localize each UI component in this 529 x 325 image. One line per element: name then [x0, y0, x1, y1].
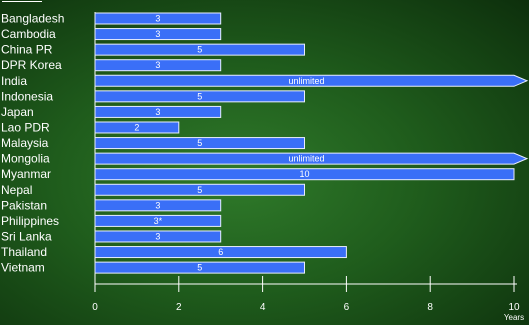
bar-myanmar — [94, 168, 515, 181]
bars: 3 3 5 3 unlimited 5 3 2 5 unlimited 10 5 3 3* 3 6 5 — [94, 12, 529, 274]
x-tick-label-4: 4 — [260, 302, 266, 313]
bar-label-thailand: 6 — [218, 247, 223, 257]
bar-label-sri-lanka: 3 — [155, 231, 160, 241]
category-label-indonesia: Indonesia — [1, 89, 53, 103]
bar-label-bangladesh: 3 — [155, 14, 160, 24]
bar-china-pr — [94, 43, 305, 56]
bar-label-pakistan: 3 — [155, 200, 160, 210]
bar-label-indonesia: 5 — [197, 91, 202, 101]
bar-dpr-korea — [94, 59, 222, 72]
category-label-myanmar: Myanmar — [1, 167, 51, 181]
category-label-dpr-korea: DPR Korea — [1, 58, 62, 72]
category-label-vietnam: Vietnam — [1, 261, 45, 275]
bar-label-vietnam: 5 — [197, 263, 202, 273]
bar-label-myanmar: 10 — [299, 169, 309, 179]
bar-mongolia — [94, 152, 529, 165]
bar-thailand — [94, 246, 347, 259]
bar-nepal — [94, 183, 305, 196]
x-tick-label-0: 0 — [92, 302, 98, 313]
x-tick-label-2: 2 — [176, 302, 182, 313]
bar-label-philippines: 3* — [154, 216, 163, 226]
bar-label-japan: 3 — [155, 107, 160, 117]
category-label-china-pr: China PR — [1, 43, 53, 57]
category-label-sri-lanka: Sri Lanka — [1, 229, 52, 243]
category-label-nepal: Nepal — [1, 183, 32, 197]
bar-label-china-pr: 5 — [197, 45, 202, 55]
category-label-bangladesh: Bangladesh — [1, 12, 64, 26]
bar-label-india: unlimited — [288, 76, 324, 86]
bar-label-cambodia: 3 — [155, 29, 160, 39]
x-axis: 0 2 4 6 8 10 — [92, 276, 520, 313]
x-axis-unit-label: Years — [504, 313, 524, 322]
bar-label-nepal: 5 — [197, 185, 202, 195]
category-label-malaysia: Malaysia — [1, 136, 49, 150]
x-tick-label-10: 10 — [508, 302, 520, 313]
bar-malaysia — [94, 137, 305, 150]
bar-pakistan — [94, 199, 222, 212]
category-label-india: India — [1, 74, 27, 88]
category-label-mongolia: Mongolia — [1, 152, 50, 166]
category-label-japan: Japan — [1, 105, 34, 119]
category-label-lao-pdr: Lao PDR — [1, 120, 50, 134]
bar-philippines — [94, 214, 222, 227]
bar-vietnam — [94, 261, 305, 274]
x-tick-label-6: 6 — [344, 302, 350, 313]
bar-label-mongolia: unlimited — [288, 154, 324, 164]
bar-label-dpr-korea: 3 — [155, 60, 160, 70]
category-label-thailand: Thailand — [1, 245, 47, 259]
bar-cambodia — [94, 28, 222, 41]
category-label-pakistan: Pakistan — [1, 198, 47, 212]
bar-label-malaysia: 5 — [197, 138, 202, 148]
bar-indonesia — [94, 90, 305, 103]
category-label-cambodia: Cambodia — [1, 27, 56, 41]
bar-sri-lanka — [94, 230, 222, 243]
x-tick-label-8: 8 — [427, 302, 433, 313]
bar-lao-pdr — [94, 121, 180, 134]
category-label-philippines: Philippines — [1, 214, 59, 228]
bar-label-lao-pdr: 2 — [134, 122, 139, 132]
bar-japan — [94, 105, 222, 118]
bar-bangladesh — [94, 12, 222, 25]
bar-india — [94, 74, 529, 87]
